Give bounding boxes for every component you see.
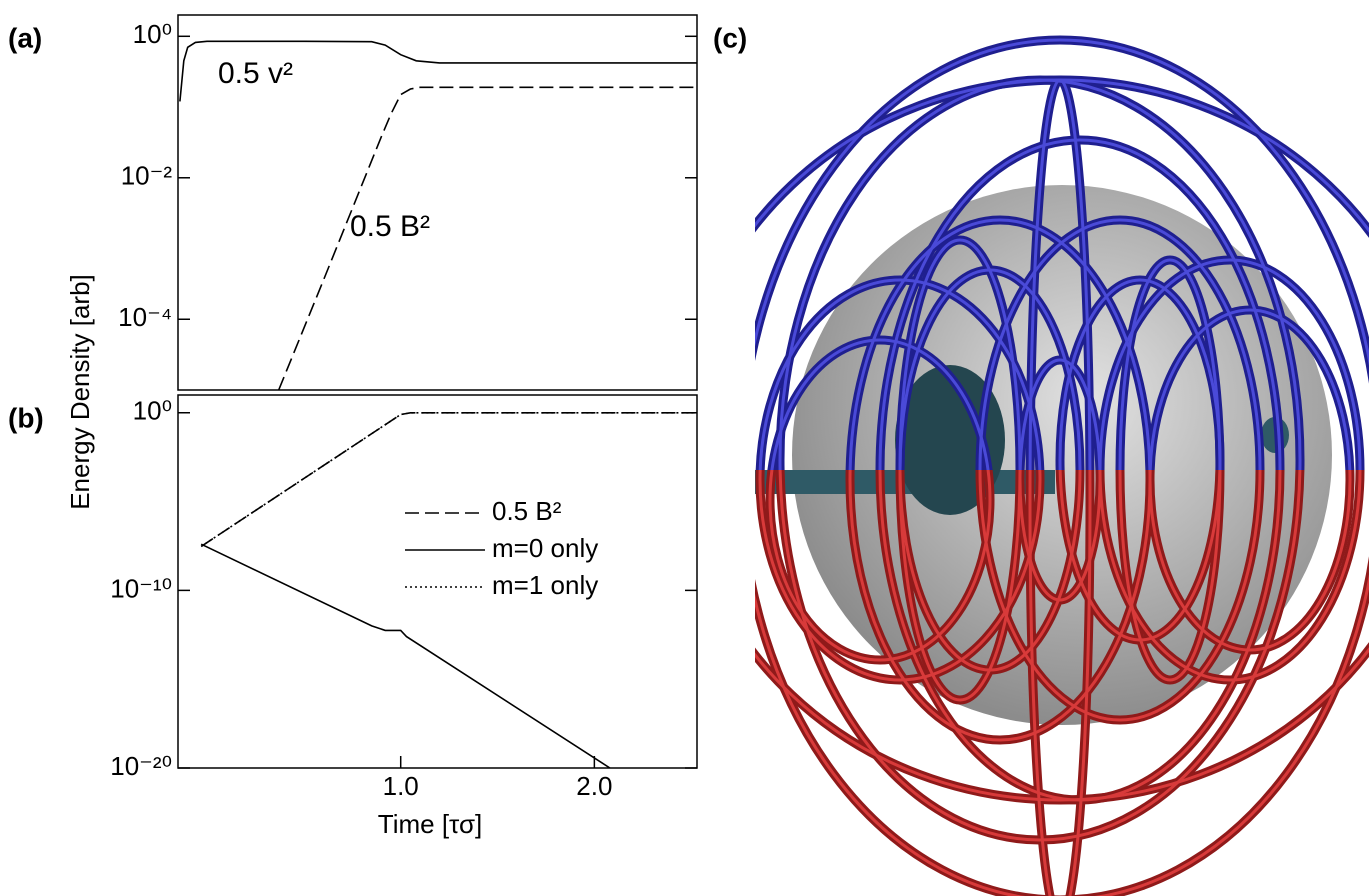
panel-label: (c) (713, 22, 747, 53)
series-label: 0.5 v² (218, 57, 293, 90)
series-group (200, 412, 697, 768)
x-axis-label: Time [τσ] (378, 809, 482, 839)
y-tick-label: 10⁰ (133, 19, 172, 49)
legend-label: m=1 only (492, 570, 598, 600)
line-series (200, 543, 611, 768)
x-tick-label: 2.0 (576, 771, 612, 801)
y-tick-label: 10⁻¹⁰ (110, 573, 172, 603)
line-series (277, 86, 697, 390)
y-tick-label: 10⁻² (121, 161, 173, 191)
series-group (179, 40, 697, 390)
field-render (755, 40, 1369, 896)
panel-label: (a) (8, 22, 42, 53)
legend-label: 0.5 B² (492, 496, 562, 526)
x-tick-label: 1.0 (383, 771, 419, 801)
y-tick-label: 10⁰ (133, 396, 172, 426)
line-series (179, 40, 697, 102)
plot-frame (177, 394, 698, 769)
panel-label: (b) (8, 402, 44, 433)
series-label: 0.5 B² (350, 210, 430, 243)
y-tick-label: 10⁻²⁰ (110, 751, 172, 781)
plot-frame (177, 14, 698, 391)
y-tick-label: 10⁻⁴ (118, 302, 172, 332)
legend-label: m=0 only (492, 533, 598, 563)
line-series (200, 412, 697, 548)
line-series (200, 412, 697, 548)
y-axis-label: Energy Density [arb] (65, 274, 95, 510)
